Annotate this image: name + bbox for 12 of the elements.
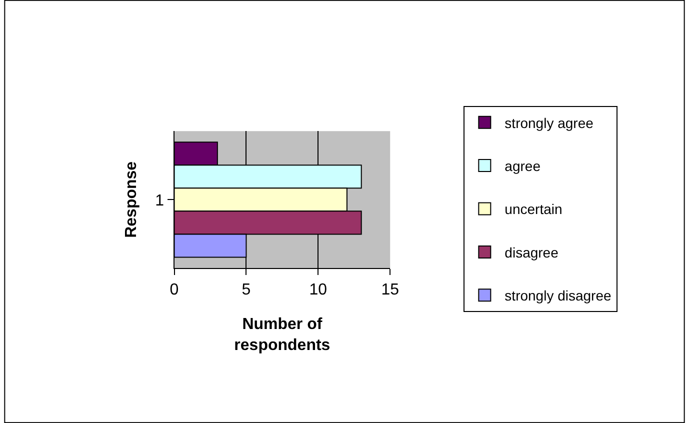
x-tick-label: 15 xyxy=(381,281,400,298)
x-tick-label: 5 xyxy=(242,281,251,298)
legend-label: agree xyxy=(504,158,541,174)
x-tick-label: 0 xyxy=(170,281,179,298)
legend-label: disagree xyxy=(504,244,559,260)
y-tick-label: 1 xyxy=(155,192,164,210)
legend-label: strongly disagree xyxy=(504,288,612,304)
legend-label: strongly agree xyxy=(504,114,594,131)
y-axis-title: Response xyxy=(123,161,140,238)
x-axis-title: Number of respondents xyxy=(234,316,330,354)
legend-label: uncertain xyxy=(504,201,562,218)
x-tick-label: 10 xyxy=(309,281,328,298)
